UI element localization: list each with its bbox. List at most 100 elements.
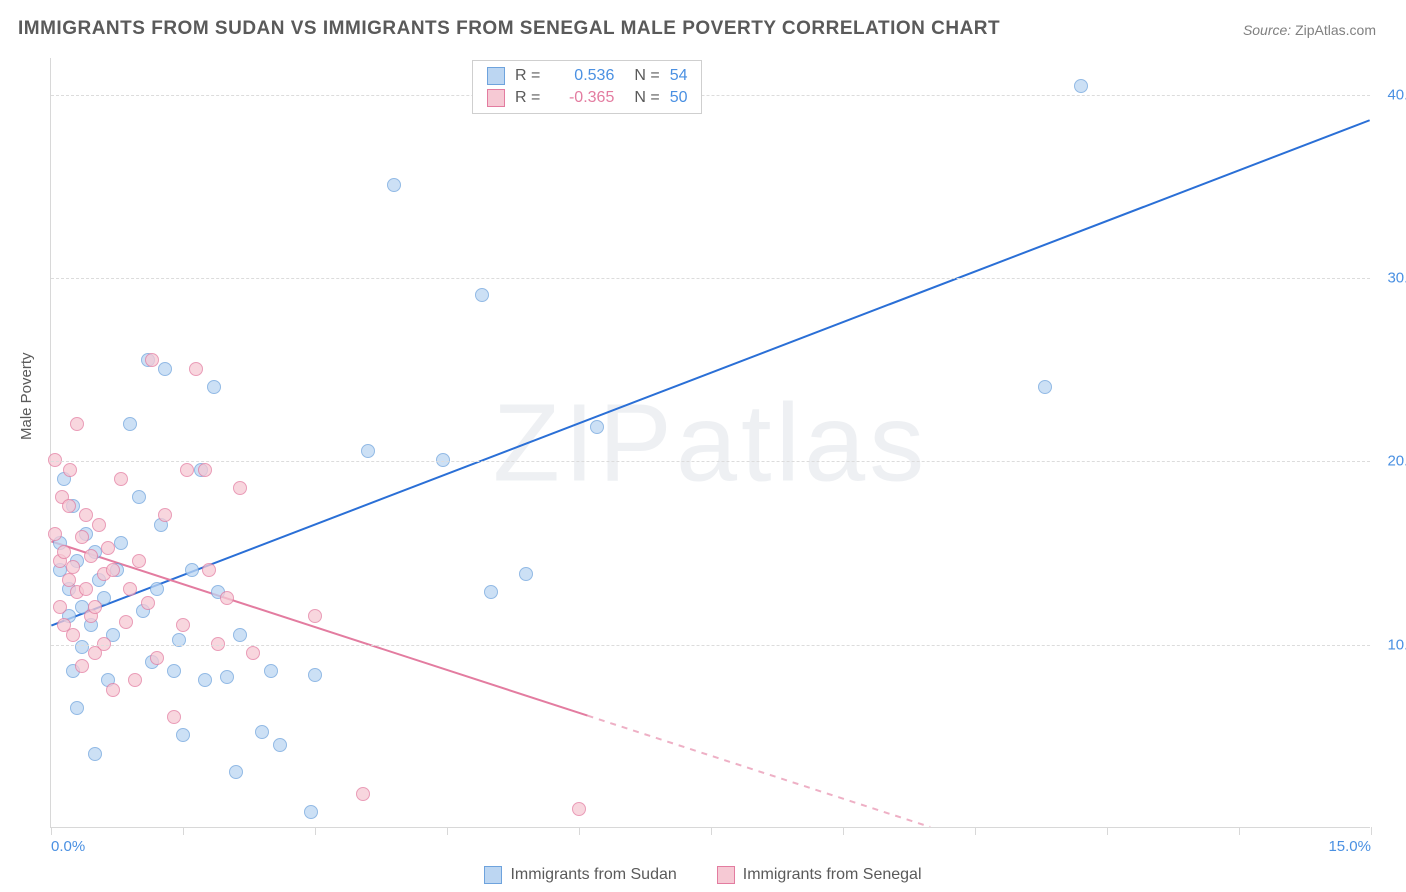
data-point-sudan <box>229 765 243 779</box>
source-label: Source: <box>1243 22 1291 38</box>
data-point-senegal <box>106 683 120 697</box>
xtick <box>843 827 844 835</box>
points-layer <box>51 58 1370 827</box>
data-point-sudan <box>88 747 102 761</box>
data-point-sudan <box>70 701 84 715</box>
data-point-sudan <box>1038 380 1052 394</box>
gridline-h <box>51 645 1370 646</box>
data-point-senegal <box>308 609 322 623</box>
ytick-label: 40.0% <box>1375 86 1406 103</box>
stats-row-sudan: R = 0.536 N = 54 <box>473 65 701 87</box>
data-point-senegal <box>57 545 71 559</box>
r-label: R = <box>515 67 540 85</box>
source-name: ZipAtlas.com <box>1295 22 1376 38</box>
data-point-sudan <box>150 582 164 596</box>
ytick-label: 20.0% <box>1375 453 1406 470</box>
n-label: N = <box>634 89 659 107</box>
swatch-senegal <box>487 89 505 107</box>
data-point-senegal <box>70 417 84 431</box>
data-point-sudan <box>304 805 318 819</box>
ytick-label: 10.0% <box>1375 636 1406 653</box>
y-axis-label: Male Poverty <box>18 352 35 440</box>
data-point-senegal <box>220 591 234 605</box>
data-point-senegal <box>84 549 98 563</box>
n-value-senegal: 50 <box>670 89 688 107</box>
data-point-sudan <box>123 417 137 431</box>
data-point-senegal <box>198 463 212 477</box>
data-point-sudan <box>207 380 221 394</box>
xtick <box>447 827 448 835</box>
swatch-sudan <box>487 67 505 85</box>
data-point-senegal <box>48 527 62 541</box>
stats-legend-box: R = 0.536 N = 54 R = -0.365 N = 50 <box>472 60 702 114</box>
data-point-sudan <box>519 567 533 581</box>
data-point-sudan <box>273 738 287 752</box>
gridline-h <box>51 278 1370 279</box>
gridline-h <box>51 461 1370 462</box>
data-point-senegal <box>53 600 67 614</box>
r-value-sudan: 0.536 <box>550 67 614 85</box>
xtick-label: 0.0% <box>51 838 85 855</box>
data-point-sudan <box>387 178 401 192</box>
data-point-senegal <box>119 615 133 629</box>
data-point-senegal <box>180 463 194 477</box>
data-point-senegal <box>75 659 89 673</box>
data-point-senegal <box>63 463 77 477</box>
data-point-senegal <box>141 596 155 610</box>
data-point-sudan <box>176 728 190 742</box>
xtick <box>579 827 580 835</box>
data-point-sudan <box>475 288 489 302</box>
data-point-senegal <box>167 710 181 724</box>
data-point-senegal <box>158 508 172 522</box>
chart-plot-area: ZIPatlas 10.0%20.0%30.0%40.0%0.0%15.0% <box>50 58 1370 828</box>
r-label: R = <box>515 89 540 107</box>
data-point-senegal <box>101 541 115 555</box>
legend-label-sudan: Immigrants from Sudan <box>510 866 676 884</box>
data-point-sudan <box>185 563 199 577</box>
data-point-sudan <box>198 673 212 687</box>
data-point-senegal <box>123 582 137 596</box>
legend-swatch-senegal <box>717 866 735 884</box>
data-point-senegal <box>92 518 106 532</box>
data-point-senegal <box>356 787 370 801</box>
legend-item-sudan: Immigrants from Sudan <box>484 866 676 884</box>
n-label: N = <box>634 67 659 85</box>
data-point-senegal <box>79 582 93 596</box>
data-point-sudan <box>233 628 247 642</box>
chart-title: IMMIGRANTS FROM SUDAN VS IMMIGRANTS FROM… <box>18 18 1000 40</box>
data-point-senegal <box>572 802 586 816</box>
r-value-senegal: -0.365 <box>550 89 614 107</box>
xtick-label: 15.0% <box>1328 838 1371 855</box>
n-value-sudan: 54 <box>670 67 688 85</box>
data-point-senegal <box>75 530 89 544</box>
xtick <box>51 827 52 835</box>
legend-item-senegal: Immigrants from Senegal <box>717 866 922 884</box>
data-point-senegal <box>106 563 120 577</box>
data-point-senegal <box>128 673 142 687</box>
data-point-senegal <box>66 628 80 642</box>
xtick <box>1239 827 1240 835</box>
data-point-sudan <box>1074 79 1088 93</box>
data-point-senegal <box>88 600 102 614</box>
xtick <box>183 827 184 835</box>
data-point-senegal <box>66 560 80 574</box>
data-point-sudan <box>590 420 604 434</box>
xtick <box>711 827 712 835</box>
data-point-sudan <box>361 444 375 458</box>
legend-label-senegal: Immigrants from Senegal <box>743 866 922 884</box>
data-point-sudan <box>167 664 181 678</box>
bottom-legend: Immigrants from Sudan Immigrants from Sen… <box>0 866 1406 884</box>
data-point-senegal <box>114 472 128 486</box>
xtick <box>1371 827 1372 835</box>
data-point-sudan <box>75 640 89 654</box>
data-point-sudan <box>220 670 234 684</box>
xtick <box>315 827 316 835</box>
data-point-sudan <box>158 362 172 376</box>
data-point-senegal <box>62 573 76 587</box>
data-point-sudan <box>114 536 128 550</box>
data-point-senegal <box>79 508 93 522</box>
data-point-sudan <box>132 490 146 504</box>
stats-row-senegal: R = -0.365 N = 50 <box>473 87 701 109</box>
gridline-h <box>51 95 1370 96</box>
data-point-senegal <box>176 618 190 632</box>
